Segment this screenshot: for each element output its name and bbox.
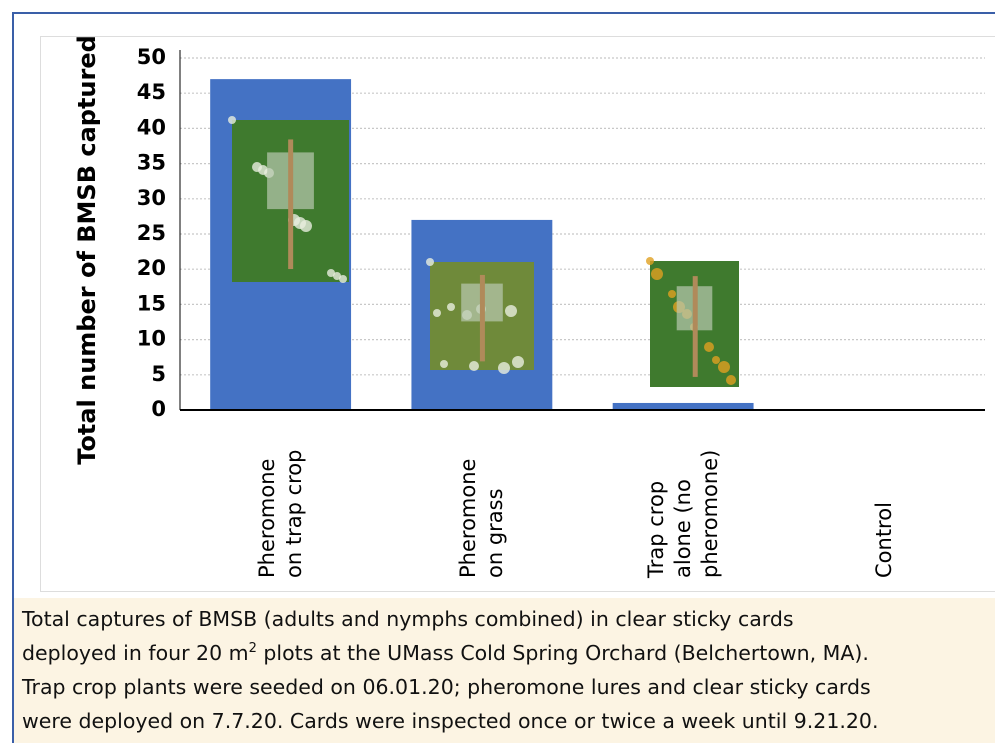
y-tick-label: 25 bbox=[137, 221, 166, 245]
x-tick-label: Control bbox=[871, 446, 898, 578]
page: Total number of BMSB captured 0510152025… bbox=[0, 0, 995, 743]
photo-detail bbox=[668, 290, 676, 298]
superscript: 2 bbox=[249, 641, 257, 656]
photo-detail bbox=[726, 375, 736, 385]
caption-line: deployed in four 20 m2 plots at the UMas… bbox=[22, 636, 995, 670]
photo-detail bbox=[433, 309, 441, 317]
y-tick-label: 10 bbox=[137, 327, 166, 351]
photo-detail bbox=[646, 257, 654, 265]
caption-line: were deployed on 7.7.20. Cards were insp… bbox=[22, 704, 995, 738]
y-tick-label: 15 bbox=[137, 291, 166, 315]
photo-detail bbox=[228, 116, 236, 124]
bar bbox=[613, 403, 754, 410]
photo-detail bbox=[426, 258, 434, 266]
photo-detail bbox=[704, 342, 714, 352]
y-tick-label: 5 bbox=[151, 362, 166, 386]
caption-text: plots at the UMass Cold Spring Orchard (… bbox=[257, 641, 869, 665]
caption-line: Total captures of BMSB (adults and nymph… bbox=[22, 602, 995, 636]
caption-text: deployed in four 20 m bbox=[22, 641, 249, 665]
photo-stake bbox=[288, 139, 293, 269]
y-tick-label: 40 bbox=[137, 115, 166, 139]
y-axis-title: Total number of BMSB captured bbox=[73, 35, 101, 465]
photo-detail bbox=[651, 268, 663, 280]
photo-detail bbox=[447, 303, 455, 311]
photo-stake bbox=[693, 276, 698, 377]
photo-detail bbox=[712, 356, 720, 364]
photo-detail bbox=[440, 360, 448, 368]
caption: Total captures of BMSB (adults and nymph… bbox=[14, 598, 995, 743]
x-tick-label: Trap crop alone (no pheromone) bbox=[643, 446, 724, 578]
photo-detail bbox=[252, 162, 262, 172]
photo-detail bbox=[327, 269, 335, 277]
photo-stake bbox=[480, 275, 485, 361]
photo-detail bbox=[498, 362, 510, 374]
y-tick-label: 45 bbox=[137, 80, 166, 104]
photo-detail bbox=[718, 361, 730, 373]
photo-detail bbox=[469, 361, 479, 371]
photo-detail bbox=[512, 356, 524, 368]
x-tick-label: Pheromone on grass bbox=[455, 446, 509, 578]
y-tick-label: 20 bbox=[137, 256, 166, 280]
y-tick-label: 50 bbox=[137, 45, 166, 69]
caption-line: Trap crop plants were seeded on 06.01.20… bbox=[22, 670, 995, 704]
y-tick-label: 35 bbox=[137, 151, 166, 175]
y-tick-label: 0 bbox=[151, 397, 166, 421]
y-tick-label: 30 bbox=[137, 186, 166, 210]
x-tick-label: Pheromone on trap crop bbox=[254, 446, 308, 578]
photo-detail bbox=[505, 305, 517, 317]
